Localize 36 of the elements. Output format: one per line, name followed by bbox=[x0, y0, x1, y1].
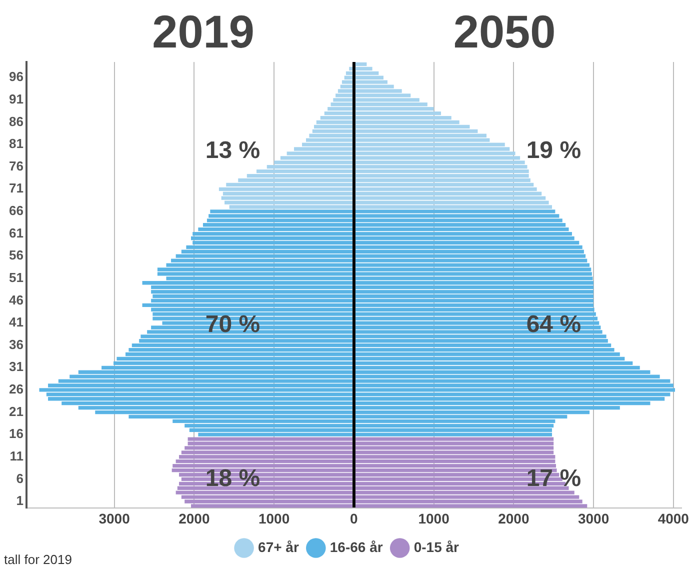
x-tick-label: 2000 bbox=[498, 510, 530, 526]
y-tick-label: 71 bbox=[8, 180, 24, 196]
y-tick-label: 86 bbox=[8, 114, 24, 129]
annotation: 19 % bbox=[526, 136, 582, 164]
y-tick-label: 26 bbox=[8, 382, 24, 397]
y-tick-label: 51 bbox=[8, 270, 24, 285]
legend-label: 0-15 år bbox=[414, 538, 460, 555]
annotation: 13 % bbox=[205, 136, 260, 164]
y-tick-label: 16 bbox=[8, 426, 24, 442]
y-tick-label: 61 bbox=[8, 225, 24, 240]
y-tick-label: 56 bbox=[8, 248, 24, 263]
y-tick-label: 1 bbox=[16, 493, 24, 508]
y-tick-label: 36 bbox=[8, 336, 24, 352]
y-tick-label: 76 bbox=[8, 158, 24, 174]
y-tick-label: 46 bbox=[8, 292, 24, 308]
text: tall for 2019 bbox=[4, 552, 72, 568]
y-tick-label: 66 bbox=[8, 203, 24, 218]
x-tick-label: 0 bbox=[350, 510, 358, 526]
y-tick-label: 11 bbox=[10, 448, 24, 464]
x-tick-label: 1000 bbox=[418, 510, 450, 526]
y-tick-label: 41 bbox=[8, 314, 24, 330]
y-tick-label: 21 bbox=[8, 404, 24, 419]
x-tick-label: 1000 bbox=[258, 510, 290, 526]
legend-label: 16-66 år bbox=[330, 538, 384, 555]
text: 2019 bbox=[152, 6, 254, 58]
x-tick-label: 2000 bbox=[178, 510, 210, 526]
text: 2050 bbox=[453, 6, 556, 58]
y-tick-label: 6 bbox=[16, 470, 24, 486]
y-tick-label: 81 bbox=[8, 136, 24, 152]
y-tick-label: 31 bbox=[8, 359, 24, 374]
legend-label: 67+ år bbox=[258, 538, 300, 555]
x-tick-label: 3000 bbox=[98, 510, 130, 526]
x-tick-label: 3000 bbox=[578, 510, 610, 526]
y-tick-label: 96 bbox=[8, 69, 24, 84]
x-tick-label: 4000 bbox=[658, 510, 690, 526]
y-tick-label: 91 bbox=[8, 92, 24, 107]
